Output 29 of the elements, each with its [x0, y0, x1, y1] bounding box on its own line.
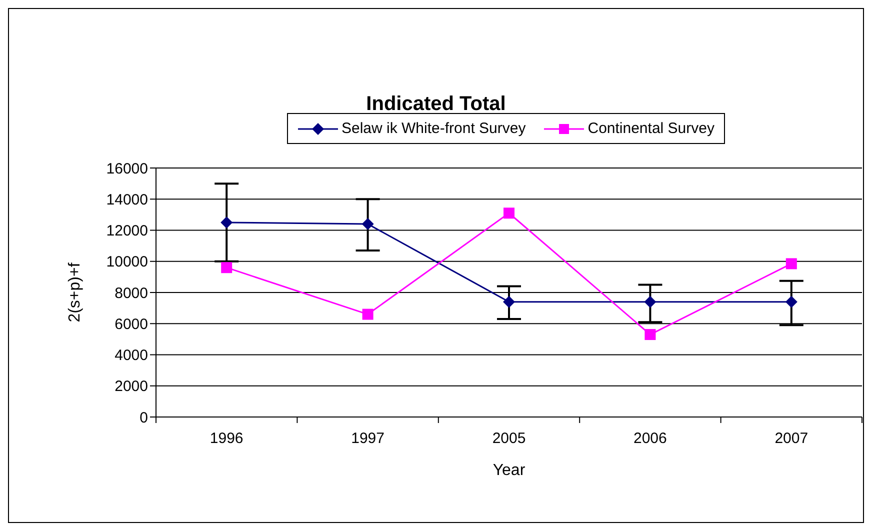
point — [362, 218, 374, 230]
point — [644, 329, 656, 340]
x-tick-label: 1997 — [351, 430, 384, 447]
point — [504, 208, 514, 219]
y-tick-label: 0 — [140, 409, 148, 426]
y-tick-label: 6000 — [114, 316, 148, 333]
y-axis-title: 2(s+p)+f — [66, 262, 84, 322]
x-tick-label: 1996 — [210, 430, 244, 447]
y-tick-label: 12000 — [106, 222, 148, 240]
x-tick-label: 2006 — [634, 430, 667, 447]
legend-label: Continental Survey — [588, 120, 714, 137]
point — [362, 308, 374, 320]
x-tick-label: 2007 — [774, 430, 808, 447]
y-tick-label: 4000 — [114, 347, 148, 364]
point — [221, 262, 232, 274]
point — [220, 216, 233, 228]
y-tick-label: 8000 — [114, 284, 148, 302]
point — [503, 296, 515, 308]
y-tick-label: 2000 — [114, 378, 148, 396]
x-axis-title: Year — [492, 462, 526, 479]
legend-label: Selaw ik White-front Survey — [342, 120, 526, 137]
y-tick-label: 16000 — [106, 160, 148, 178]
chart-title: Indicated Total — [365, 93, 507, 116]
point — [644, 296, 656, 308]
x-tick-label: 2005 — [492, 430, 526, 447]
point — [786, 258, 797, 270]
y-tick-label: 10000 — [106, 254, 148, 271]
y-tick-label: 14000 — [106, 191, 148, 208]
point — [785, 296, 798, 308]
